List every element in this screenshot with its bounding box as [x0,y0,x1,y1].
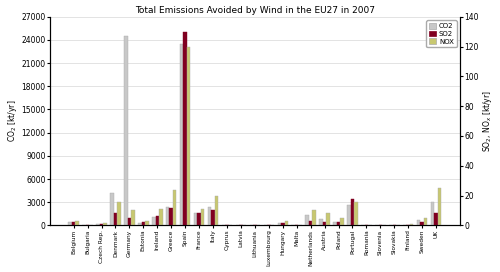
Bar [334,222,337,225]
Bar [104,223,106,225]
Bar [201,209,204,225]
Bar [424,218,428,225]
Bar [309,221,312,225]
Y-axis label: SO$_2$, NO$_x$ [kt/yr]: SO$_2$, NO$_x$ [kt/yr] [482,90,494,152]
Bar [159,209,162,225]
Bar [138,223,141,225]
Bar [337,222,340,225]
Bar [278,223,281,225]
Bar [145,221,148,225]
Bar [117,202,120,225]
Bar [68,221,72,225]
Bar [76,221,79,225]
Bar [326,214,330,225]
Bar [142,222,145,225]
Bar [156,217,159,225]
Bar [131,211,134,225]
Bar [284,221,288,225]
Bar [215,196,218,225]
Bar [100,224,103,225]
Bar [173,190,176,225]
Bar [306,215,309,225]
Bar [198,214,201,225]
Bar [194,213,198,225]
Bar [431,202,434,225]
Bar [114,214,117,225]
Bar [320,219,323,225]
Bar [170,208,173,225]
Bar [72,222,76,225]
Y-axis label: CO$_2$ [kt/yr]: CO$_2$ [kt/yr] [6,100,18,142]
Bar [184,32,187,225]
Bar [354,202,358,225]
Bar [281,223,284,225]
Bar [340,218,344,225]
Bar [350,199,354,225]
Bar [180,44,184,225]
Bar [124,36,128,225]
Bar [152,217,156,225]
Bar [438,188,442,225]
Bar [434,214,438,225]
Bar [128,218,131,225]
Bar [323,222,326,225]
Title: Total Emissions Avoided by Wind in the EU27 in 2007: Total Emissions Avoided by Wind in the E… [135,5,375,15]
Bar [96,224,100,225]
Bar [312,211,316,225]
Bar [417,220,420,225]
Bar [187,47,190,225]
Bar [410,224,414,225]
Legend: CO2, SO2, NOX: CO2, SO2, NOX [426,20,456,47]
Bar [347,205,350,225]
Bar [166,207,170,225]
Bar [212,211,215,225]
Bar [110,193,114,225]
Bar [208,207,212,225]
Bar [420,222,424,225]
